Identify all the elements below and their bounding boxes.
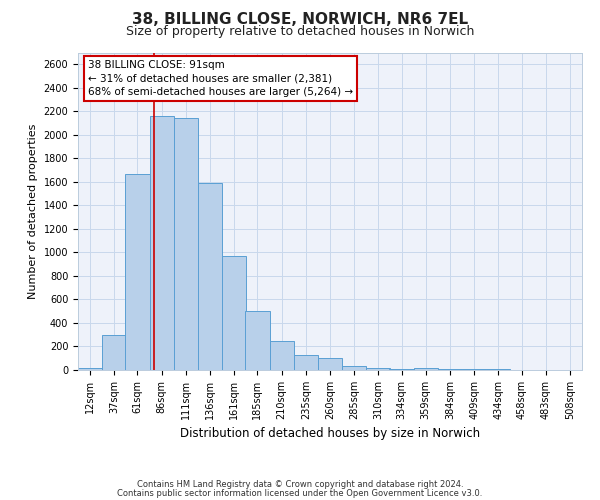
Bar: [438, 369, 462, 370]
Bar: [389, 369, 413, 370]
Text: 38 BILLING CLOSE: 91sqm
← 31% of detached houses are smaller (2,381)
68% of semi: 38 BILLING CLOSE: 91sqm ← 31% of detache…: [88, 60, 353, 97]
Bar: [125, 174, 149, 370]
Bar: [149, 116, 174, 370]
Y-axis label: Number of detached properties: Number of detached properties: [28, 124, 38, 299]
Bar: [294, 354, 318, 370]
Bar: [342, 366, 366, 370]
Bar: [222, 256, 247, 370]
Text: Contains public sector information licensed under the Open Government Licence v3: Contains public sector information licen…: [118, 488, 482, 498]
Bar: [318, 358, 342, 370]
Bar: [366, 368, 391, 370]
Bar: [174, 118, 198, 370]
Bar: [413, 368, 438, 370]
Bar: [198, 183, 222, 370]
X-axis label: Distribution of detached houses by size in Norwich: Distribution of detached houses by size …: [180, 428, 480, 440]
Bar: [245, 311, 269, 370]
Bar: [269, 341, 294, 370]
Bar: [78, 368, 102, 370]
Text: 38, BILLING CLOSE, NORWICH, NR6 7EL: 38, BILLING CLOSE, NORWICH, NR6 7EL: [132, 12, 468, 28]
Bar: [102, 334, 127, 370]
Text: Contains HM Land Registry data © Crown copyright and database right 2024.: Contains HM Land Registry data © Crown c…: [137, 480, 463, 489]
Text: Size of property relative to detached houses in Norwich: Size of property relative to detached ho…: [126, 25, 474, 38]
